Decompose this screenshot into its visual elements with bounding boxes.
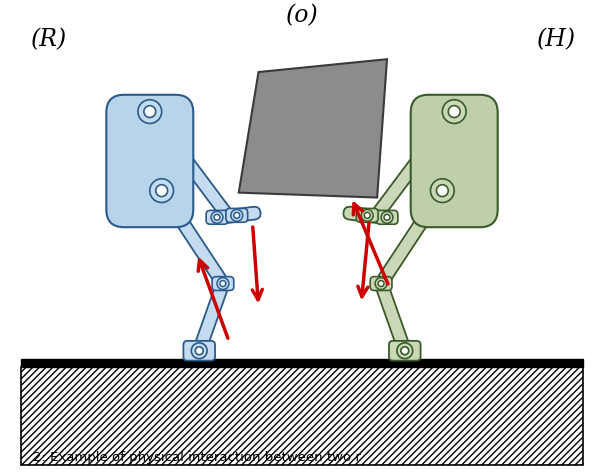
FancyBboxPatch shape xyxy=(389,341,420,361)
FancyBboxPatch shape xyxy=(344,207,383,223)
Text: 2: Example of physical interaction between two r: 2: Example of physical interaction betwe… xyxy=(33,451,361,465)
FancyBboxPatch shape xyxy=(194,283,228,351)
FancyBboxPatch shape xyxy=(184,341,215,361)
Circle shape xyxy=(442,100,466,123)
Circle shape xyxy=(381,211,393,223)
Text: (o): (o) xyxy=(286,5,318,27)
Circle shape xyxy=(364,212,370,219)
Circle shape xyxy=(234,212,240,219)
Circle shape xyxy=(217,278,229,290)
Circle shape xyxy=(231,210,243,221)
Circle shape xyxy=(220,281,226,286)
FancyBboxPatch shape xyxy=(106,95,193,227)
Text: (H): (H) xyxy=(537,28,576,51)
FancyBboxPatch shape xyxy=(158,189,226,285)
Circle shape xyxy=(375,278,387,290)
FancyBboxPatch shape xyxy=(378,189,446,285)
FancyBboxPatch shape xyxy=(411,95,498,227)
Circle shape xyxy=(144,106,156,118)
FancyBboxPatch shape xyxy=(376,210,398,224)
FancyBboxPatch shape xyxy=(221,207,260,223)
Circle shape xyxy=(195,347,203,355)
FancyBboxPatch shape xyxy=(147,110,232,219)
Circle shape xyxy=(431,179,454,202)
Circle shape xyxy=(378,281,384,286)
Circle shape xyxy=(150,179,173,202)
FancyBboxPatch shape xyxy=(356,209,378,222)
Circle shape xyxy=(401,347,409,355)
Polygon shape xyxy=(239,59,387,198)
FancyBboxPatch shape xyxy=(226,209,248,222)
FancyBboxPatch shape xyxy=(206,210,228,224)
Circle shape xyxy=(214,214,220,220)
FancyBboxPatch shape xyxy=(370,277,392,291)
Circle shape xyxy=(448,106,460,118)
Circle shape xyxy=(156,185,167,197)
FancyBboxPatch shape xyxy=(372,110,457,219)
Circle shape xyxy=(361,210,373,221)
Bar xyxy=(21,366,583,465)
Circle shape xyxy=(211,211,223,223)
Bar xyxy=(21,359,583,366)
FancyBboxPatch shape xyxy=(376,283,410,351)
Circle shape xyxy=(384,214,390,220)
Text: (R): (R) xyxy=(31,28,68,51)
Circle shape xyxy=(397,343,413,359)
Circle shape xyxy=(437,185,448,197)
Circle shape xyxy=(191,343,207,359)
FancyBboxPatch shape xyxy=(212,277,234,291)
Circle shape xyxy=(138,100,162,123)
